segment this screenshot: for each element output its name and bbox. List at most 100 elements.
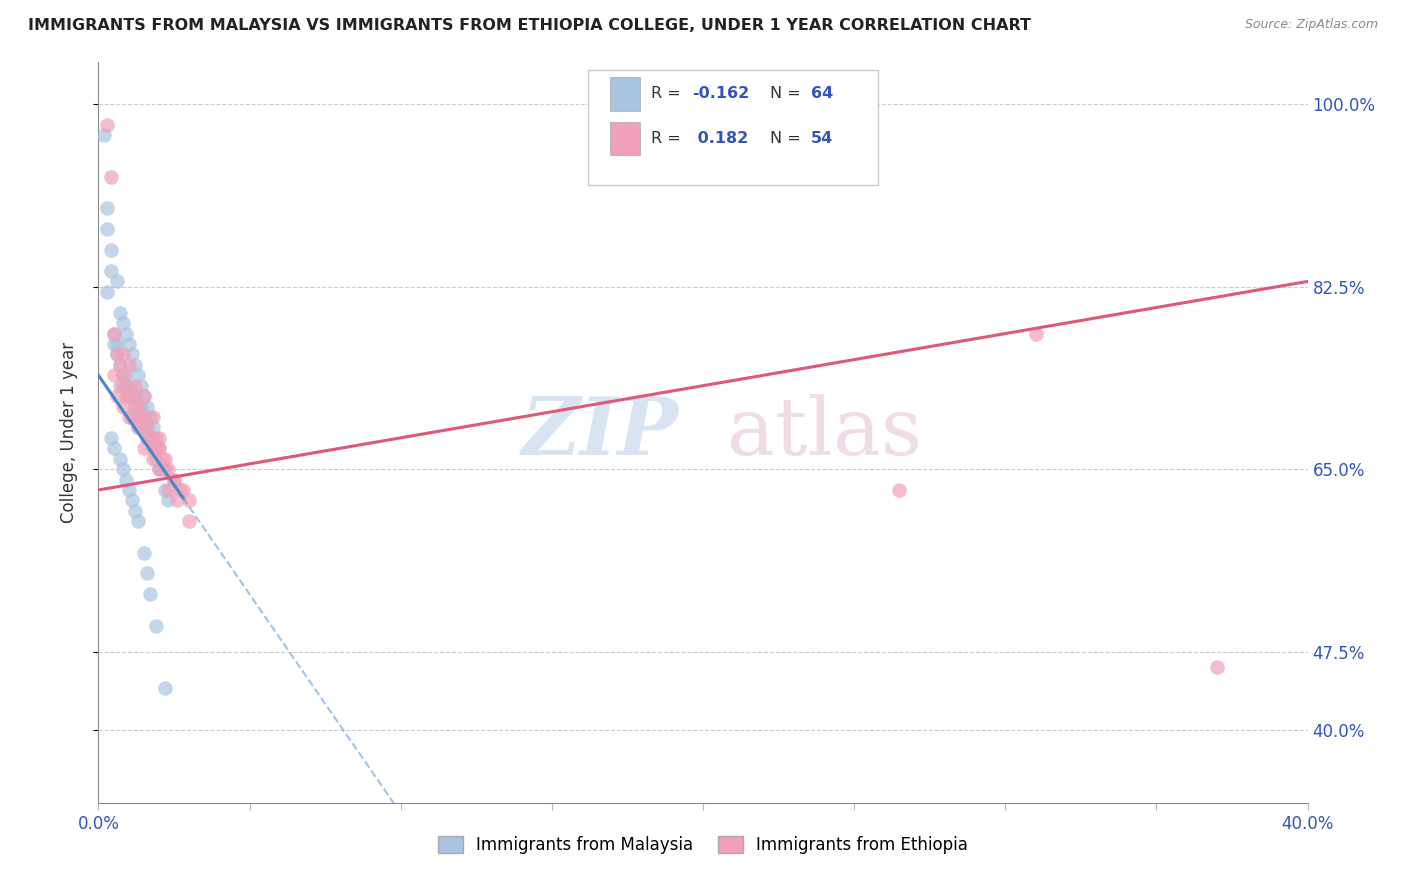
Point bbox=[148, 462, 170, 476]
Text: N =: N = bbox=[769, 130, 806, 145]
Point bbox=[172, 483, 194, 497]
Point bbox=[111, 400, 134, 414]
Point bbox=[156, 493, 179, 508]
Point bbox=[103, 368, 125, 383]
Point bbox=[121, 389, 143, 403]
Point bbox=[105, 389, 128, 403]
Point bbox=[96, 202, 118, 216]
Text: N =: N = bbox=[769, 87, 806, 101]
Point bbox=[100, 264, 122, 278]
Point bbox=[114, 378, 136, 392]
Point bbox=[105, 347, 128, 361]
Point bbox=[156, 462, 179, 476]
Point bbox=[129, 409, 152, 424]
Point bbox=[111, 368, 134, 383]
Point bbox=[132, 389, 155, 403]
Point bbox=[121, 493, 143, 508]
Point bbox=[153, 451, 176, 466]
Point bbox=[121, 389, 143, 403]
Point bbox=[105, 337, 128, 351]
Point bbox=[139, 431, 162, 445]
Point bbox=[145, 451, 167, 466]
Point bbox=[169, 483, 191, 497]
Point bbox=[127, 368, 149, 383]
Point bbox=[179, 514, 201, 528]
Point bbox=[148, 442, 170, 456]
Point bbox=[132, 545, 155, 559]
Point bbox=[114, 378, 136, 392]
Point bbox=[108, 378, 131, 392]
Text: R =: R = bbox=[651, 130, 690, 145]
Y-axis label: College, Under 1 year: College, Under 1 year bbox=[59, 342, 77, 524]
Text: -0.162: -0.162 bbox=[692, 87, 749, 101]
Point bbox=[142, 451, 165, 466]
Point bbox=[889, 483, 911, 497]
Point bbox=[121, 347, 143, 361]
Point bbox=[114, 326, 136, 341]
Point bbox=[142, 420, 165, 434]
Point bbox=[103, 337, 125, 351]
Point bbox=[132, 420, 155, 434]
Point bbox=[163, 473, 186, 487]
Point bbox=[103, 442, 125, 456]
Point bbox=[135, 420, 157, 434]
Point bbox=[118, 358, 141, 372]
Point bbox=[132, 409, 155, 424]
Point bbox=[103, 326, 125, 341]
Point bbox=[150, 462, 173, 476]
Point bbox=[132, 409, 155, 424]
Point bbox=[145, 618, 167, 632]
Point bbox=[127, 409, 149, 424]
Point bbox=[118, 409, 141, 424]
Point bbox=[163, 473, 186, 487]
Point bbox=[96, 118, 118, 132]
Point bbox=[108, 358, 131, 372]
Point bbox=[124, 400, 146, 414]
Point bbox=[139, 587, 162, 601]
Text: R =: R = bbox=[651, 87, 686, 101]
Point bbox=[103, 326, 125, 341]
Point bbox=[108, 358, 131, 372]
Point bbox=[1024, 326, 1046, 341]
Point bbox=[111, 368, 134, 383]
Point bbox=[148, 462, 170, 476]
Point bbox=[111, 378, 134, 392]
Point bbox=[118, 389, 141, 403]
Point bbox=[142, 431, 165, 445]
Text: atlas: atlas bbox=[727, 393, 922, 472]
Point bbox=[124, 378, 146, 392]
Point bbox=[124, 389, 146, 403]
Point bbox=[135, 566, 157, 581]
Point bbox=[153, 462, 176, 476]
Point bbox=[111, 316, 134, 330]
Text: ZIP: ZIP bbox=[522, 394, 679, 471]
Point bbox=[114, 473, 136, 487]
Point bbox=[156, 483, 179, 497]
Point bbox=[150, 451, 173, 466]
Point bbox=[93, 128, 115, 143]
Point bbox=[148, 431, 170, 445]
Point bbox=[135, 420, 157, 434]
Point bbox=[111, 347, 134, 361]
Point bbox=[108, 306, 131, 320]
Point bbox=[105, 274, 128, 288]
Bar bbox=[610, 121, 640, 155]
Point bbox=[166, 493, 188, 508]
Point bbox=[139, 431, 162, 445]
Point bbox=[1386, 233, 1406, 247]
Point bbox=[118, 337, 141, 351]
Point bbox=[96, 222, 118, 236]
Point bbox=[124, 400, 146, 414]
Text: IMMIGRANTS FROM MALAYSIA VS IMMIGRANTS FROM ETHIOPIA COLLEGE, UNDER 1 YEAR CORRE: IMMIGRANTS FROM MALAYSIA VS IMMIGRANTS F… bbox=[28, 18, 1031, 33]
Point bbox=[132, 442, 155, 456]
Point bbox=[124, 504, 146, 518]
Point bbox=[132, 389, 155, 403]
Point bbox=[135, 400, 157, 414]
Point bbox=[145, 442, 167, 456]
Point bbox=[127, 400, 149, 414]
Text: Source: ZipAtlas.com: Source: ZipAtlas.com bbox=[1244, 18, 1378, 31]
Point bbox=[121, 409, 143, 424]
Point bbox=[127, 420, 149, 434]
Text: 0.182: 0.182 bbox=[692, 130, 748, 145]
Text: 54: 54 bbox=[811, 130, 832, 145]
